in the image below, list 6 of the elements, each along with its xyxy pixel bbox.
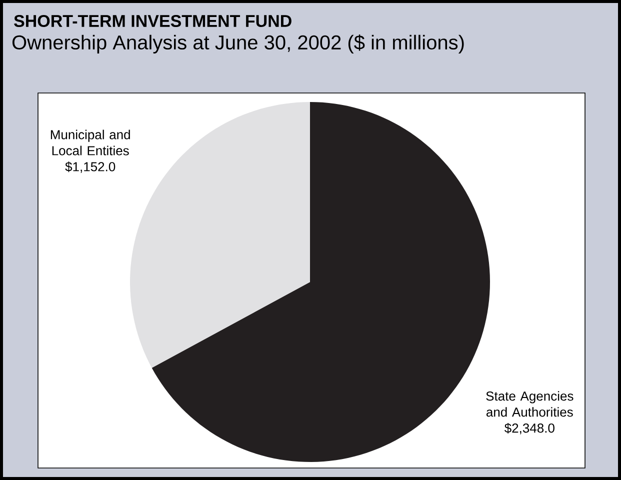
- slice-label: State Agencies and Authorities: [486, 391, 574, 417]
- chart-title: SHORT-TERM INVESTMENT FUND: [14, 14, 292, 28]
- data-label: $1,152.0: [65, 162, 116, 173]
- data-label: $2,348.0: [504, 422, 554, 434]
- slice-label: Municipal and Local Entities: [50, 130, 130, 156]
- chart-subtitle: Ownership Analysis at June 30, 2002 ($ in millions): [12, 34, 464, 54]
